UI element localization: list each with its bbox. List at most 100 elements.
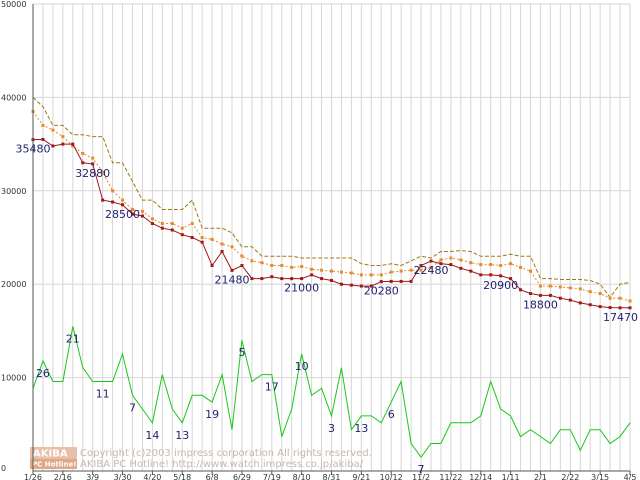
series-min-point [409, 279, 413, 283]
series-min [31, 137, 632, 310]
x-tick-label: 11/22 [439, 473, 462, 480]
series-average-point [230, 245, 234, 249]
copyright-text: Copyright (c)2003 impress corporation Al… [80, 448, 372, 459]
series-average-point [190, 221, 194, 225]
series-average-point [91, 156, 95, 160]
grid [32, 3, 631, 472]
series-min-point [170, 228, 174, 232]
series-average-point [618, 296, 622, 300]
series-average-point [300, 264, 304, 268]
x-tick-label: 3/30 [114, 473, 132, 480]
series-average-point [121, 198, 125, 202]
y-tick-label: 40000 [1, 93, 26, 102]
series-min-point [538, 293, 542, 297]
series-min-point [548, 293, 552, 297]
data-label: 5 [238, 346, 245, 359]
series-average-point [81, 151, 85, 155]
series-min-point [51, 144, 55, 148]
series-min-point [369, 284, 373, 288]
x-tick-label: 8/10 [293, 473, 311, 480]
series-min-point [419, 264, 423, 268]
data-label: 6 [388, 408, 395, 421]
series-average-point [280, 264, 284, 268]
series-average-point [250, 259, 254, 263]
series-min-point [618, 306, 622, 310]
y-tick-label: 50000 [1, 0, 26, 9]
y-tick-label: 10000 [1, 374, 26, 383]
series-average-point [270, 264, 274, 268]
x-tick-label: 1/26 [24, 473, 42, 480]
series-average-point [409, 268, 413, 272]
series-min-point [489, 273, 493, 277]
series-average-point [160, 221, 164, 225]
y-tick-label: 0 [1, 464, 6, 473]
logo-top-box [30, 447, 77, 459]
series-min-point [160, 226, 164, 230]
series-min-point [459, 266, 463, 270]
x-tick-label: 7/19 [263, 473, 281, 480]
x-tick-label: 4/20 [143, 473, 161, 480]
series-min-point [439, 262, 443, 266]
series-min-point [220, 250, 224, 254]
site-url-text: AKIBA PC Hotline! http://www.watch.impre… [80, 459, 364, 470]
series-average-point [598, 292, 602, 296]
series-average-point [389, 270, 393, 274]
data-label: 13 [175, 429, 189, 442]
series-average-point [330, 269, 333, 273]
x-tick-label: 2/16 [54, 473, 72, 480]
x-tick-label: 4/5 [624, 473, 637, 480]
series-average-point [558, 285, 562, 289]
series-min-point [260, 277, 264, 281]
series-average-point [459, 258, 463, 262]
series-average-point [538, 284, 542, 288]
series-min-point [180, 233, 184, 237]
data-label: 11 [96, 388, 110, 401]
data-label: 3 [328, 422, 335, 435]
series-min-point [429, 259, 433, 263]
series-average-point [339, 270, 343, 274]
series-min-point [330, 278, 333, 282]
series-min-point [91, 162, 95, 166]
series-average-point [588, 290, 592, 294]
series-min-point [558, 296, 562, 300]
series-min-point [588, 303, 592, 307]
series-average-point [509, 262, 513, 266]
series-min-point [280, 277, 284, 281]
series-average-point [320, 268, 324, 272]
series-count-line [32, 326, 631, 459]
series-min-point [509, 277, 513, 281]
watermark: AKIBA PC Hotline! Copyright (c)2003 impr… [30, 447, 372, 470]
x-tick-label: 3/15 [591, 473, 609, 480]
series-average-point [111, 189, 115, 193]
series-average-point [419, 268, 423, 272]
data-label: 20900 [483, 279, 518, 292]
series-min-point [379, 280, 383, 284]
data-label: 21480 [215, 273, 250, 286]
series-average-point [240, 254, 244, 258]
series-min-point [61, 142, 65, 146]
series-average-point [379, 273, 383, 277]
series-min-point [71, 142, 75, 146]
series-average-point [529, 269, 532, 273]
series-average-point [61, 135, 65, 139]
series-average [31, 109, 632, 303]
series-max-line [32, 97, 631, 299]
data-label: 7 [418, 463, 425, 476]
series-max [32, 97, 631, 299]
x-tick-label: 2/1 [534, 473, 547, 480]
data-label: 17470 [603, 311, 638, 324]
series-min-point [101, 198, 105, 202]
data-label: 19 [205, 408, 219, 421]
series-average-point [210, 237, 214, 241]
data-label: 21 [66, 332, 80, 345]
series-average-point [568, 286, 572, 290]
series-min-point [131, 212, 134, 216]
series-average-point [51, 128, 55, 132]
series-min-point [230, 268, 234, 272]
series-average-point [290, 265, 294, 269]
series-average-point [260, 261, 264, 265]
data-label: 13 [354, 422, 368, 435]
series-min-point [628, 306, 632, 310]
data-label: 18800 [523, 298, 558, 311]
series-min-point [300, 277, 304, 281]
